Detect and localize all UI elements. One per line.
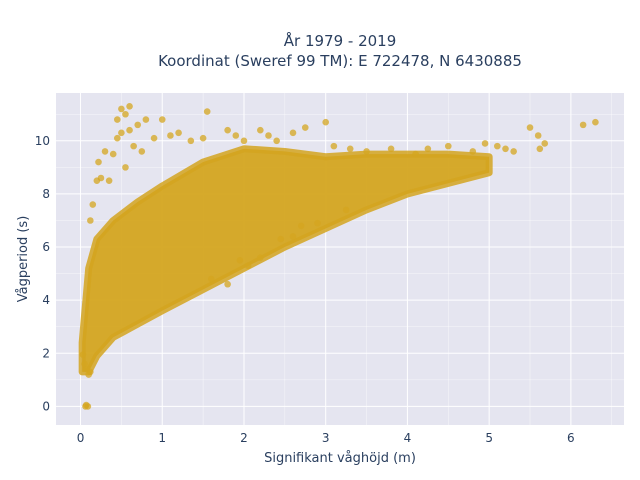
data-point	[289, 233, 297, 240]
data-point	[579, 121, 587, 129]
y-tick-label: 4	[42, 293, 50, 307]
data-point	[244, 262, 252, 269]
data-point	[150, 134, 158, 142]
data-point	[322, 118, 329, 126]
data-point	[232, 132, 240, 139]
x-tick-label: 3	[322, 431, 330, 445]
data-point	[101, 148, 109, 155]
data-point	[494, 142, 501, 150]
data-point	[314, 219, 321, 227]
data-point	[297, 222, 305, 230]
data-point	[83, 365, 91, 373]
y-tick-label: 6	[42, 240, 50, 254]
tick-labels: 0 1 2 3 4 5 6 0 2 4 6 8 10	[35, 134, 575, 445]
data-point	[203, 108, 211, 115]
data-point	[257, 126, 264, 134]
data-point	[240, 137, 248, 145]
chart-title-line-2: Koordinat (Sweref 99 TM): E 722478, N 64…	[158, 52, 522, 70]
data-point	[113, 134, 121, 142]
data-point	[158, 116, 166, 123]
data-point	[236, 257, 244, 264]
data-point	[187, 137, 195, 145]
data-point	[301, 124, 309, 131]
data-point	[257, 254, 264, 261]
data-point	[79, 351, 87, 358]
data-point	[167, 132, 174, 139]
data-point	[118, 105, 125, 113]
data-point	[330, 142, 338, 150]
data-point	[510, 148, 517, 155]
point-cloud-band	[78, 145, 493, 376]
data-point	[265, 132, 272, 139]
data-point	[412, 150, 419, 158]
data-point	[534, 132, 542, 139]
data-point	[536, 145, 544, 153]
data-point	[138, 148, 146, 155]
y-axis-title: Vågperiod (s)	[16, 216, 31, 303]
data-point	[387, 145, 395, 153]
data-point	[122, 164, 129, 171]
data-point	[342, 206, 350, 214]
data-point	[444, 142, 452, 150]
y-tick-label: 8	[42, 187, 50, 201]
data-point	[81, 360, 88, 368]
data-point	[502, 145, 509, 153]
data-point	[142, 116, 150, 123]
data-point	[526, 124, 534, 131]
data-point	[126, 102, 133, 110]
data-point	[277, 235, 285, 243]
data-point	[109, 150, 117, 158]
data-point	[130, 142, 137, 150]
data-point	[199, 134, 207, 142]
data-point	[346, 145, 354, 153]
x-tick-label: 0	[77, 431, 85, 445]
x-tick-label: 6	[567, 431, 575, 445]
data-point	[424, 145, 432, 153]
data-point	[224, 280, 231, 288]
data-point	[175, 129, 182, 137]
data-point	[122, 110, 129, 118]
chart-title-line-1: År 1979 - 2019	[284, 31, 397, 50]
data-point	[89, 201, 97, 208]
data-point	[481, 140, 489, 147]
x-tick-label: 4	[404, 431, 412, 445]
x-tick-label: 5	[485, 431, 493, 445]
x-axis-title: Signifikant våghöjd (m)	[264, 451, 416, 466]
data-point	[95, 158, 102, 166]
data-point	[93, 177, 101, 184]
data-point	[289, 129, 297, 137]
data-point	[118, 129, 125, 137]
data-point	[541, 140, 549, 147]
data-point	[134, 121, 142, 129]
data-point	[469, 148, 477, 155]
data-point	[273, 137, 280, 145]
data-point	[207, 275, 215, 283]
data-point	[126, 126, 133, 134]
data-point	[105, 177, 113, 184]
data-point	[82, 401, 90, 409]
y-tick-label: 0	[42, 399, 50, 413]
data-point	[224, 126, 231, 134]
data-points	[78, 102, 599, 410]
x-tick-label: 2	[240, 431, 248, 445]
data-point	[113, 116, 121, 123]
data-point	[87, 217, 94, 224]
data-point	[363, 148, 370, 155]
y-tick-label: 10	[35, 134, 50, 148]
y-tick-label: 2	[42, 346, 50, 360]
data-point	[592, 118, 599, 126]
x-tick-label: 1	[158, 431, 166, 445]
